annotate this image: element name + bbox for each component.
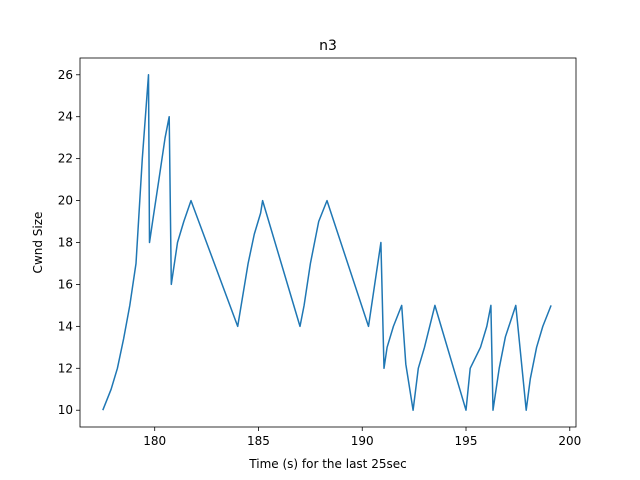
y-tick-label: 12	[58, 361, 73, 375]
y-tick-label: 22	[58, 152, 73, 166]
plot-frame	[79, 57, 577, 428]
axis-ticks: 180 185 190 195 200 10 12 14 16 18 20 22 24 26	[58, 68, 582, 448]
data-series	[102, 74, 552, 411]
x-tick-label: 180	[143, 434, 166, 448]
y-tick-label: 26	[58, 68, 73, 82]
cwnd-series-line	[102, 74, 552, 411]
x-tick-label: 185	[247, 434, 270, 448]
x-tick-label: 200	[558, 434, 581, 448]
y-axis-label: Cwnd Size	[31, 212, 45, 274]
y-tick-label: 16	[58, 277, 73, 291]
y-tick-label: 18	[58, 236, 73, 250]
x-tick-label: 190	[351, 434, 374, 448]
x-tick-label: 195	[455, 434, 478, 448]
chart-title: n3	[319, 38, 337, 54]
x-axis-label: Time (s) for the last 25sec	[248, 457, 406, 471]
y-tick-label: 24	[58, 110, 73, 124]
plot-area	[80, 58, 576, 427]
y-tick-label: 10	[58, 403, 73, 417]
y-tick-label: 20	[58, 194, 73, 208]
y-tick-label: 14	[58, 319, 73, 333]
